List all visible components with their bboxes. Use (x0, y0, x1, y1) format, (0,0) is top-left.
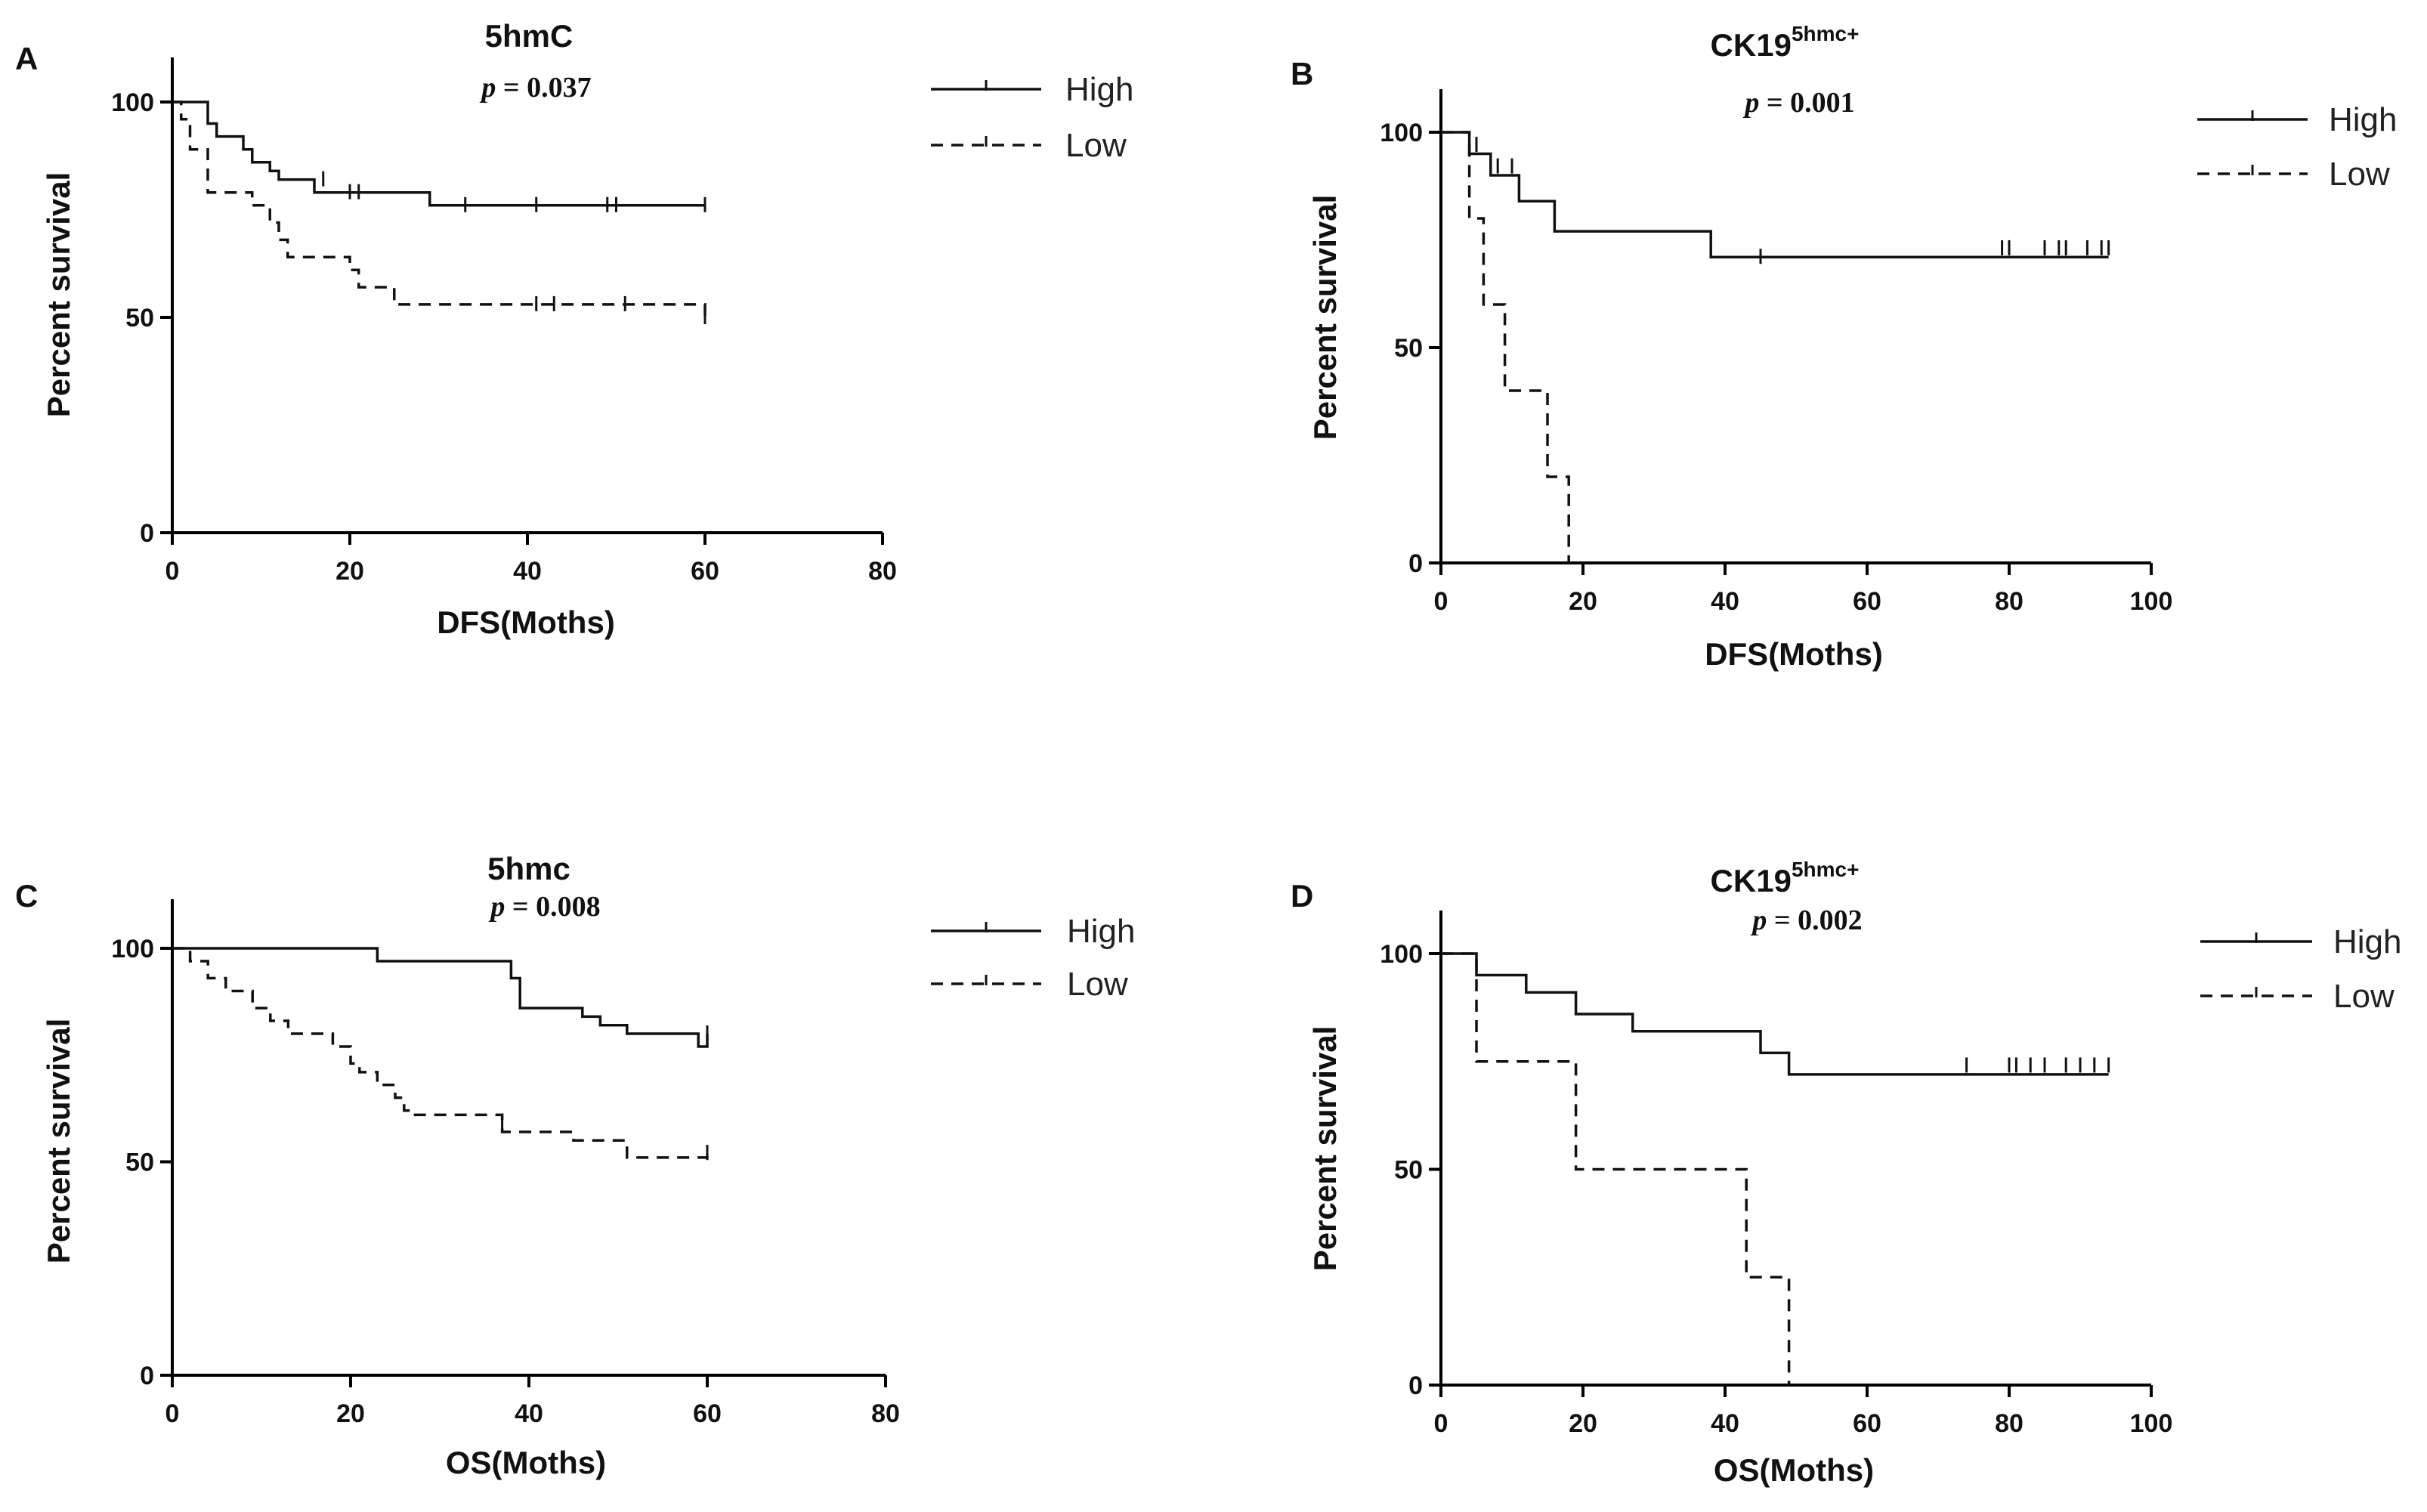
x-tick-label: 60 (1853, 1409, 1881, 1438)
y-tick-label: 0 (140, 519, 154, 548)
x-tick-label: 40 (1711, 1409, 1739, 1438)
series-line-high (172, 947, 709, 1048)
x-tick-label: 80 (1995, 587, 2024, 616)
p-value: p = 0.002 (1750, 904, 1862, 936)
x-tick-label: 0 (165, 557, 180, 586)
x-tick-label: 80 (871, 1399, 900, 1428)
series-line-high (1441, 131, 2109, 259)
y-tick-label: 100 (111, 935, 154, 963)
y-axis-label: Percent survival (41, 172, 76, 418)
x-tick-label: 20 (1569, 1409, 1597, 1438)
title-superscript: 5hmc+ (1792, 22, 1860, 45)
y-tick-label: 50 (1394, 334, 1423, 363)
x-tick-label: 20 (1569, 587, 1597, 616)
x-tick-label: 60 (1853, 587, 1881, 616)
title-superscript: 5hmc+ (1792, 858, 1860, 881)
x-axis-label: DFS(Moths) (1705, 636, 1883, 672)
chart-title: CK195hmc+ (1711, 858, 1860, 898)
chart-title: 5hmc (487, 851, 570, 886)
y-tick-label: 100 (111, 88, 154, 117)
panel-letter: C (15, 878, 38, 914)
x-tick-label: 60 (691, 557, 719, 586)
legend-label: Low (2329, 156, 2390, 193)
y-axis-label: Percent survival (1307, 1026, 1343, 1272)
series-line-high (172, 100, 705, 207)
y-axis-label: Percent survival (41, 1019, 76, 1264)
x-tick-label: 40 (515, 1399, 543, 1428)
y-tick-label: 50 (1394, 1156, 1423, 1185)
x-tick-label: 100 (2130, 587, 2173, 616)
chart-title: CK195hmc+ (1711, 22, 1860, 63)
y-tick-label: 50 (125, 304, 154, 332)
x-tick-label: 80 (868, 557, 897, 586)
p-value: p = 0.008 (488, 891, 600, 923)
y-tick-label: 0 (140, 1362, 154, 1390)
p-value: p = 0.001 (1742, 87, 1854, 119)
x-tick-label: 100 (2130, 1409, 2173, 1438)
x-axis-label: DFS(Moths) (437, 604, 615, 640)
x-tick-label: 0 (1434, 1409, 1448, 1438)
legend-label: Low (2333, 978, 2395, 1015)
series-line-low (1441, 131, 1570, 563)
x-tick-label: 20 (335, 557, 364, 586)
legend-label: High (1065, 71, 1134, 108)
legend-label: High (2329, 101, 2398, 138)
x-axis-label: OS(Moths) (1714, 1452, 1874, 1488)
panel-b: 0 50 100 0 20 40 60 80 100 DFS(Moths) Percent surv… (1291, 22, 2398, 672)
x-tick-label: 80 (1995, 1409, 2024, 1438)
legend-label: Low (1067, 966, 1128, 1003)
y-tick-label: 0 (1408, 1371, 1423, 1400)
x-tick-label: 0 (1434, 587, 1448, 616)
series-line-low (1441, 952, 1791, 1385)
panel-c: 0 50 100 0 20 40 60 80 OS(Moths) Percent survival… (15, 851, 1136, 1480)
x-tick-label: 40 (513, 557, 542, 586)
p-value: p = 0.037 (479, 72, 591, 104)
panel-a: 0 50 100 0 20 40 60 80 DFS(Moths) Percent surviva… (15, 18, 1134, 640)
series-line-low (172, 947, 709, 1159)
panel-letter: A (15, 41, 38, 76)
legend-label: High (1067, 913, 1136, 950)
y-tick-label: 100 (1380, 119, 1423, 147)
y-tick-label: 100 (1380, 940, 1423, 969)
y-tick-label: 50 (125, 1149, 154, 1177)
panel-d: 0 50 100 0 20 40 60 80 100 OS(Moths) Percent survi… (1291, 858, 2402, 1488)
x-tick-label: 20 (336, 1399, 365, 1428)
y-axis-label: Percent survival (1307, 195, 1343, 441)
chart-title: 5hmC (485, 18, 574, 54)
legend-label: High (2333, 923, 2402, 960)
x-tick-label: 40 (1711, 587, 1739, 616)
panel-letter: D (1291, 878, 1313, 914)
series-line-high (1441, 952, 2109, 1076)
panel-letter: B (1291, 56, 1313, 91)
x-axis-label: OS(Moths) (446, 1445, 606, 1480)
legend-label: Low (1065, 127, 1127, 164)
y-tick-label: 0 (1408, 549, 1423, 578)
series-line-low (172, 100, 706, 317)
x-tick-label: 60 (693, 1399, 722, 1428)
x-tick-label: 0 (165, 1399, 180, 1428)
